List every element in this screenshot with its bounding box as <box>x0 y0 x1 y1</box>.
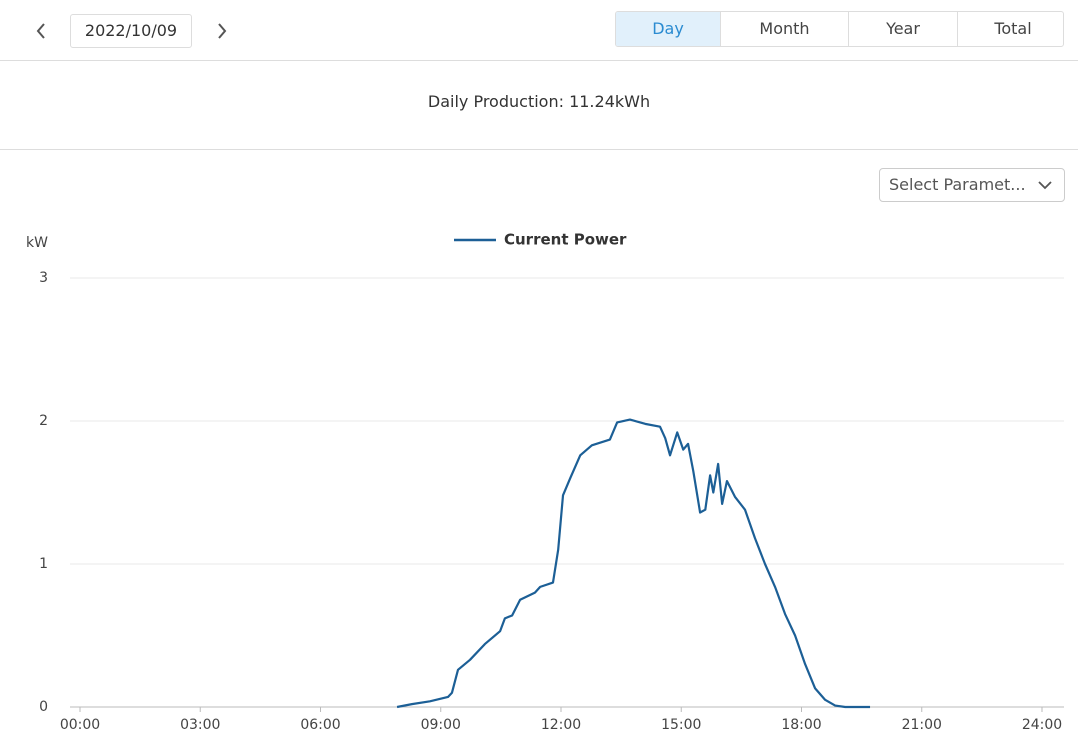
x-tick-label: 18:00 <box>781 717 821 733</box>
x-tick-label: 24:00 <box>1022 717 1062 733</box>
tab[interactable]: Total <box>957 12 1063 46</box>
x-tick-label: 00:00 <box>60 717 100 733</box>
tab[interactable]: Year <box>848 12 957 46</box>
parameter-select[interactable]: Select Paramet... <box>879 168 1065 202</box>
y-tick-label: 2 <box>39 413 48 429</box>
x-tick-label: 09:00 <box>421 717 461 733</box>
x-tick-label: 21:00 <box>902 717 942 733</box>
y-tick-label: 0 <box>39 699 48 715</box>
date-picker[interactable]: 2022/10/09 <box>70 14 192 48</box>
x-tick-label: 12:00 <box>541 717 581 733</box>
y-tick-label: 3 <box>39 270 48 286</box>
tab[interactable]: Day <box>616 12 720 46</box>
y-axis-label: kW <box>26 235 48 251</box>
chart: kW 0 1 2 3 00:00 03:00 06:00 09:00 12:00 15:00 18:0… <box>26 231 1064 733</box>
divider <box>0 60 1078 61</box>
y-tick-label: 1 <box>39 556 48 572</box>
x-tick-label: 15:00 <box>661 717 701 733</box>
select-text: Select Paramet... <box>889 175 1026 194</box>
prev-arrow[interactable] <box>30 20 52 42</box>
x-tick-label: 06:00 <box>300 717 340 733</box>
divider <box>0 149 1078 150</box>
tab-group: Day Month Year Total <box>615 11 1064 47</box>
next-arrow[interactable] <box>211 20 233 42</box>
series-line <box>396 418 871 709</box>
legend-label: Current Power <box>504 231 627 249</box>
chevron <box>1038 181 1052 190</box>
tab[interactable]: Month <box>720 12 848 46</box>
daily-production: Daily Production: 11.24kWh <box>427 92 651 111</box>
x-tick-label: 03:00 <box>180 717 220 733</box>
